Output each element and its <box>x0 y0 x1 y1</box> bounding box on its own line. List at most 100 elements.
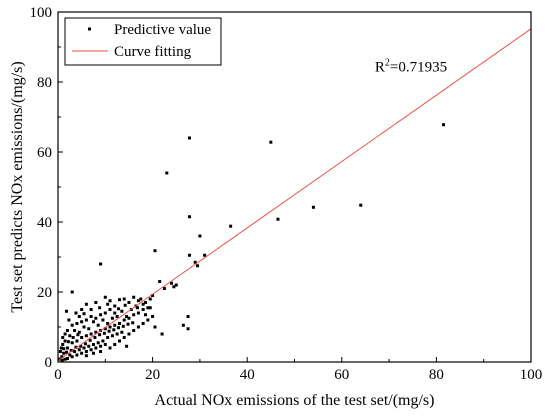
y-axis-label: Test set predicts NOx emissions/(mg/s) <box>9 61 26 312</box>
data-point <box>148 297 152 301</box>
data-point <box>151 315 155 318</box>
data-point <box>106 336 110 339</box>
data-point <box>198 234 202 238</box>
data-point <box>103 295 107 299</box>
data-point <box>153 249 157 253</box>
data-point <box>103 343 107 346</box>
r-superscript: 2 <box>385 58 390 69</box>
data-point <box>79 344 83 348</box>
data-point <box>127 332 131 336</box>
x-tick-label: 80 <box>429 367 444 383</box>
plot-frame <box>57 11 532 363</box>
x-axis-label: Actual NOx emissions of the test set/(mg… <box>155 392 435 409</box>
data-point <box>80 308 84 311</box>
data-point <box>127 316 131 320</box>
data-point <box>122 318 126 322</box>
data-point <box>113 304 117 308</box>
data-point <box>70 323 74 327</box>
data-point <box>120 309 124 313</box>
data-point <box>135 306 139 310</box>
data-point <box>75 322 79 325</box>
y-tick-label: 60 <box>37 145 52 161</box>
r-value: =0.71935 <box>390 60 447 76</box>
data-point <box>65 329 69 332</box>
data-point <box>121 324 125 328</box>
data-point <box>65 357 69 360</box>
data-point <box>60 355 64 359</box>
tick-layer: 0 20 40 60 80 100 0 20 40 60 80 100 <box>30 5 543 383</box>
data-point <box>98 306 102 310</box>
data-point <box>68 334 72 338</box>
data-point <box>84 350 88 353</box>
data-point <box>146 306 150 310</box>
data-point <box>122 336 126 339</box>
data-point <box>58 350 62 353</box>
data-point <box>103 311 107 315</box>
data-point <box>117 326 121 330</box>
data-point <box>84 354 88 358</box>
y-tick-label: 100 <box>30 5 53 21</box>
data-point <box>136 311 140 315</box>
data-point <box>144 313 148 317</box>
legend-label-curve: Curve fitting <box>114 44 192 60</box>
data-point <box>82 346 86 350</box>
data-point <box>117 307 121 311</box>
data-point <box>94 301 98 304</box>
data-point <box>102 331 106 335</box>
data-point <box>87 327 91 331</box>
data-point <box>80 320 84 324</box>
data-point <box>141 308 145 311</box>
data-point <box>96 341 100 345</box>
data-point <box>82 312 86 316</box>
data-point <box>229 224 233 228</box>
data-point <box>80 351 84 355</box>
data-point <box>108 308 112 311</box>
data-point <box>126 322 130 326</box>
data-point <box>69 348 73 352</box>
data-point <box>117 339 121 343</box>
data-point <box>68 353 72 357</box>
data-point <box>115 315 119 318</box>
x-tick-label: 60 <box>334 367 349 383</box>
data-point <box>181 323 185 327</box>
legend-label-predictive: Predictive value <box>114 22 211 38</box>
data-point <box>94 346 98 350</box>
data-point <box>187 253 191 257</box>
data-point <box>122 297 126 301</box>
data-point <box>125 344 129 348</box>
x-tick-label: 20 <box>145 367 160 383</box>
data-point <box>63 357 67 361</box>
data-point <box>99 350 103 353</box>
data-point <box>112 328 116 332</box>
data-point <box>193 260 197 264</box>
data-point <box>136 325 140 329</box>
data-point <box>65 350 69 354</box>
data-point <box>153 325 157 329</box>
data-point <box>117 322 121 325</box>
data-point <box>99 344 103 348</box>
data-point <box>99 313 103 317</box>
data-point <box>89 308 93 311</box>
data-point <box>73 350 77 353</box>
data-point <box>96 323 100 327</box>
data-point <box>127 301 131 304</box>
data-point <box>139 297 143 301</box>
data-point <box>89 332 93 336</box>
data-point <box>59 346 63 350</box>
data-point <box>187 215 191 219</box>
data-point <box>77 348 81 352</box>
data-point <box>62 347 66 351</box>
data-point <box>65 309 69 313</box>
data-point <box>359 203 363 207</box>
data-point <box>91 343 95 346</box>
data-point <box>65 346 69 350</box>
data-point <box>170 281 174 285</box>
data-point <box>160 332 164 336</box>
data-point <box>76 333 80 337</box>
data-point <box>82 325 86 329</box>
data-point <box>125 315 129 318</box>
data-point <box>187 136 191 140</box>
data-point <box>73 329 77 332</box>
data-point <box>107 329 111 333</box>
